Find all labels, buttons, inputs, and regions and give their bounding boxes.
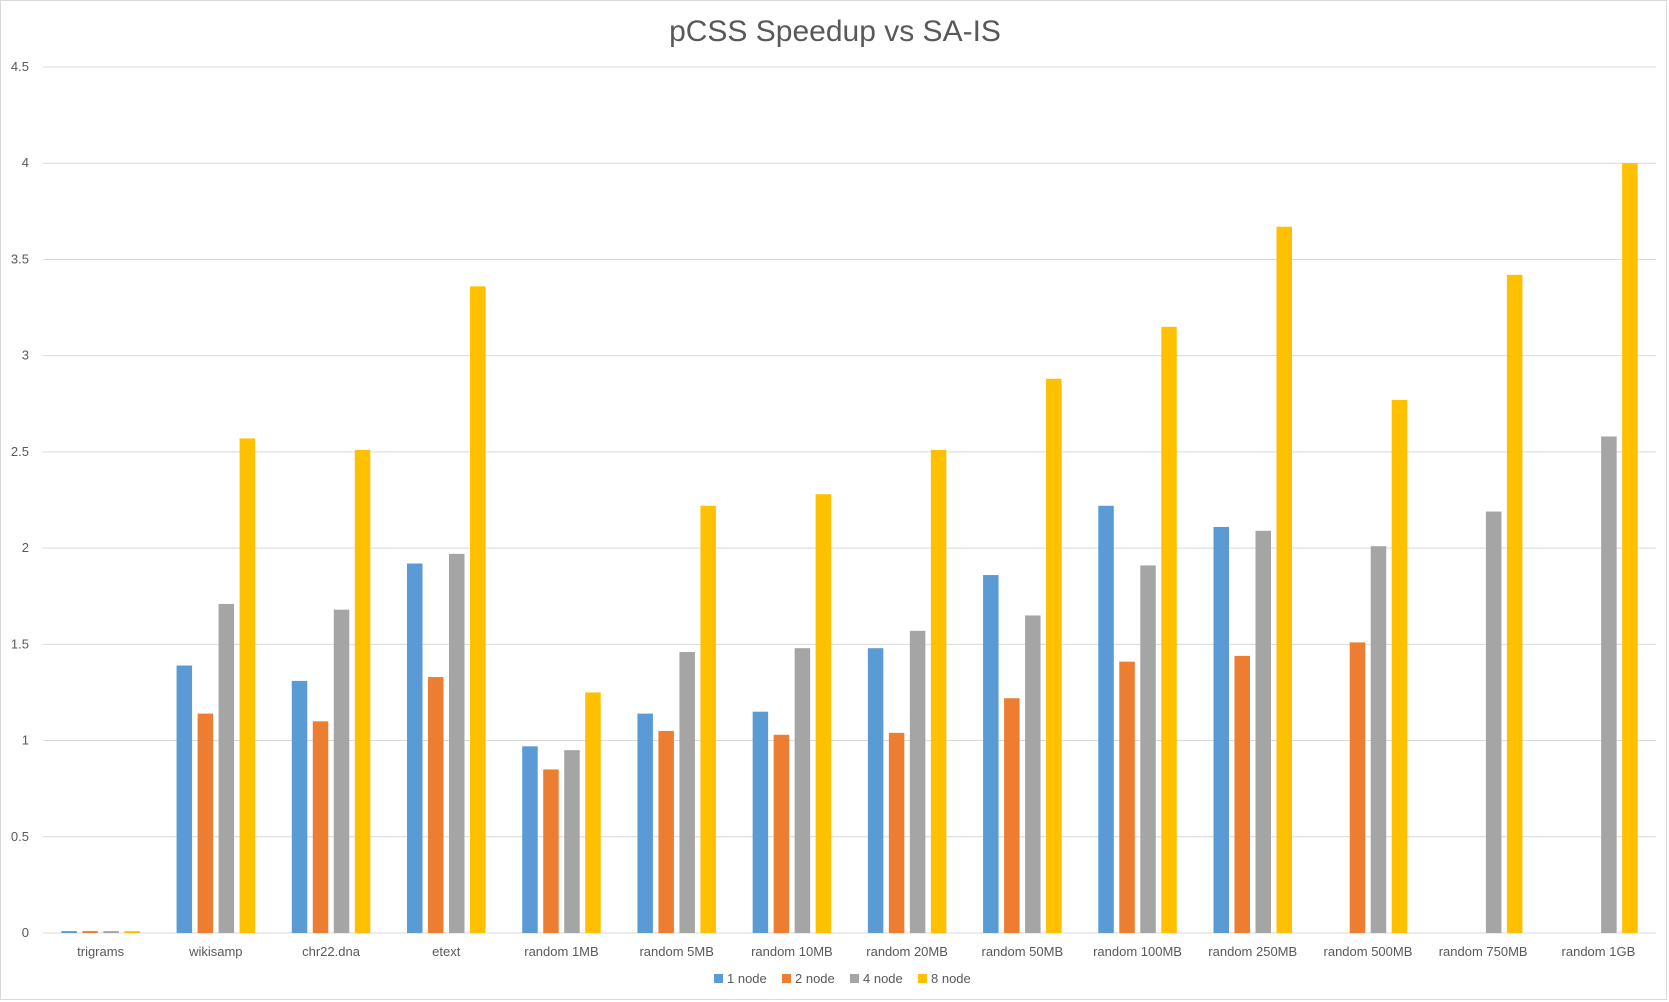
x-category-label: trigrams — [77, 944, 124, 959]
gridlines — [43, 66, 1656, 934]
bar — [658, 730, 674, 933]
y-tick-label: 3 — [22, 348, 29, 363]
legend-swatch — [918, 974, 927, 983]
legend-label: 4 node — [863, 971, 903, 986]
bar — [312, 721, 329, 933]
x-category-label: random 10MB — [751, 944, 833, 959]
legend-swatch — [782, 974, 791, 983]
y-tick-label: 1.5 — [11, 636, 29, 651]
legend-label: 8 node — [931, 971, 971, 986]
bar — [867, 648, 884, 933]
bar — [1276, 226, 1292, 933]
x-category-label: random 100MB — [1093, 944, 1182, 959]
y-tick-label: 4 — [22, 155, 29, 170]
bar — [794, 648, 811, 933]
bar — [1140, 565, 1156, 933]
bar — [585, 692, 601, 933]
x-category-label: random 1MB — [524, 944, 598, 959]
bar — [407, 563, 423, 933]
bar — [449, 553, 465, 933]
y-tick-label: 2.5 — [11, 444, 29, 459]
bar — [564, 750, 580, 933]
bar — [291, 680, 308, 933]
bar — [773, 734, 790, 933]
y-tick-label: 0.5 — [11, 829, 29, 844]
bar — [983, 575, 999, 933]
bar — [1025, 615, 1041, 933]
y-tick-label: 2 — [22, 540, 29, 555]
bar — [522, 746, 538, 933]
bar — [1391, 399, 1408, 933]
bar — [888, 732, 905, 933]
bar — [428, 677, 444, 933]
bars — [61, 163, 1638, 934]
bar — [354, 449, 371, 933]
y-tick-label: 1 — [22, 733, 29, 748]
bar — [543, 769, 559, 933]
chart-title: pCSS Speedup vs SA-IS — [669, 15, 1001, 48]
bar — [1004, 698, 1020, 933]
bar — [1622, 163, 1638, 933]
bar — [239, 438, 256, 933]
y-tick-label: 0 — [22, 925, 29, 940]
x-category-label: random 750MB — [1439, 944, 1528, 959]
bar — [1506, 274, 1523, 934]
bar — [103, 931, 119, 933]
legend-swatch — [714, 974, 723, 983]
bar — [1119, 661, 1135, 933]
bar — [1485, 511, 1502, 933]
bar — [176, 665, 193, 933]
legend-label: 1 node — [727, 971, 767, 986]
bar — [1046, 378, 1062, 933]
bar — [1098, 505, 1114, 933]
bar — [815, 494, 832, 933]
bar — [1370, 546, 1387, 933]
y-tick-label: 4.5 — [11, 59, 29, 74]
bar — [1213, 526, 1229, 933]
bar — [752, 711, 769, 933]
x-category-label: random 500MB — [1324, 944, 1413, 959]
bar — [218, 603, 235, 933]
legend: 1 node 2 node 4 node 8 node — [714, 971, 971, 986]
bar — [1234, 655, 1250, 933]
x-category-label: chr22.dna — [302, 944, 361, 959]
bar — [197, 713, 214, 933]
bar — [1349, 642, 1366, 933]
legend-swatch — [850, 974, 859, 983]
bar — [637, 713, 653, 933]
x-category-label: etext — [432, 944, 461, 959]
bar — [700, 505, 716, 933]
bar — [909, 630, 926, 933]
bar — [1601, 436, 1617, 933]
bar — [61, 931, 77, 933]
y-tick-label: 3.5 — [11, 251, 29, 266]
bar — [333, 609, 350, 933]
x-category-label: random 250MB — [1208, 944, 1297, 959]
x-category-label: wikisamp — [188, 944, 242, 959]
bar — [124, 931, 140, 933]
x-axis-categories: trigrams wikisamp chr22.dna etext random 1MB… — [77, 944, 1635, 959]
bar — [82, 931, 98, 933]
x-category-label: random 1GB — [1562, 944, 1636, 959]
bar — [1161, 326, 1177, 933]
x-category-label: random 5MB — [639, 944, 713, 959]
x-category-label: random 50MB — [981, 944, 1063, 959]
bar — [470, 286, 486, 933]
legend-label: 2 node — [795, 971, 835, 986]
x-category-label: random 20MB — [866, 944, 948, 959]
bar — [679, 652, 695, 933]
bar — [930, 449, 947, 933]
bar — [1255, 530, 1271, 933]
y-axis-ticks: 0 0.5 1 1.5 2 2.5 3 3.5 4 4.5 — [11, 59, 29, 940]
